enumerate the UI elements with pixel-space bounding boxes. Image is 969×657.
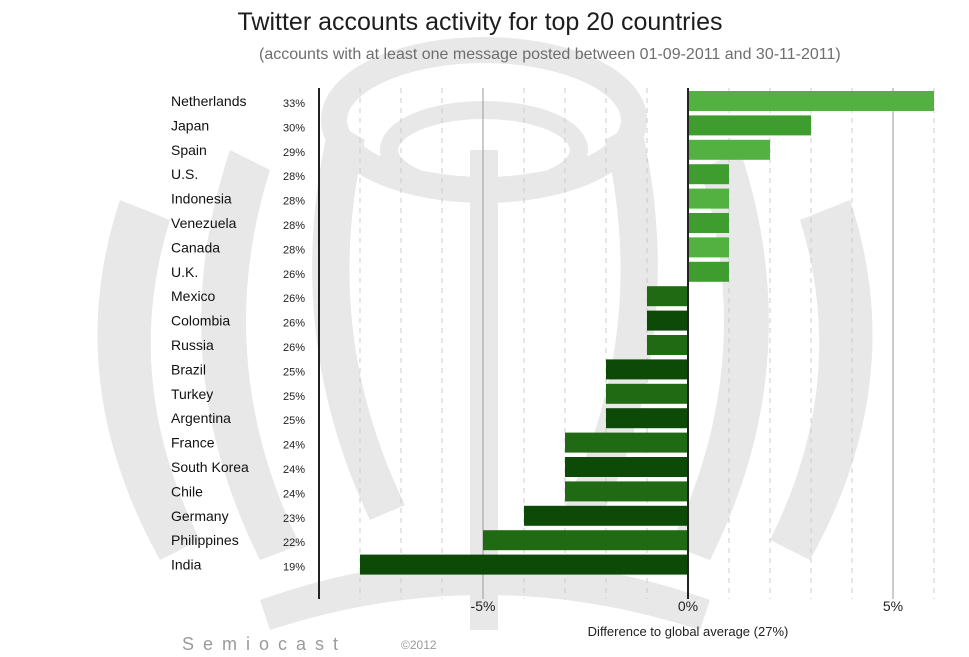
category-label: Indonesia	[171, 191, 232, 207]
bar-u-k-	[688, 261, 729, 282]
value-label: 22%	[283, 537, 305, 549]
value-label: 28%	[283, 244, 305, 256]
value-label: 25%	[283, 415, 305, 427]
bar-south-korea	[565, 457, 688, 477]
bar-india	[360, 554, 688, 575]
category-label: Colombia	[171, 313, 230, 329]
bar-chile	[565, 481, 688, 502]
chart-subtitle: (accounts with at least one message post…	[259, 46, 841, 63]
bar-u-s-	[688, 164, 729, 185]
value-label: 26%	[283, 293, 305, 305]
bar-philippines	[483, 530, 688, 551]
category-label: U.K.	[171, 264, 198, 280]
x-axis-label: Difference to global average (27%)	[588, 624, 789, 639]
bar-mexico	[647, 286, 688, 307]
bar-colombia	[647, 310, 688, 331]
value-label: 25%	[283, 391, 305, 403]
value-label: 24%	[283, 464, 305, 476]
value-label: 28%	[283, 196, 305, 208]
category-label: Turkey	[171, 386, 213, 402]
bar-brazil	[606, 359, 688, 380]
bar-germany	[524, 505, 688, 526]
category-label: U.S.	[171, 166, 198, 182]
bar-argentina	[606, 408, 688, 429]
category-label: Germany	[171, 508, 229, 524]
category-label: India	[171, 557, 202, 573]
value-label: 23%	[283, 513, 305, 525]
bar-venezuela	[688, 213, 729, 233]
value-label: 25%	[283, 366, 305, 378]
category-label: Japan	[171, 117, 209, 133]
brand-logo-text: Semiocast	[182, 634, 348, 654]
bar-russia	[647, 335, 688, 355]
bar-france	[565, 432, 688, 453]
value-label: 33%	[283, 98, 305, 110]
bar-netherlands	[688, 91, 934, 111]
category-label: France	[171, 435, 215, 451]
value-label: 26%	[283, 342, 305, 354]
chart-title: Twitter accounts activity for top 20 cou…	[237, 8, 723, 36]
bar-canada	[688, 237, 729, 258]
x-tick-label: 5%	[883, 598, 903, 614]
x-tick-label: 0%	[678, 598, 698, 614]
bar-spain	[688, 139, 770, 160]
value-label: 24%	[283, 440, 305, 452]
bar-indonesia	[688, 188, 729, 209]
x-tick-label: -5%	[471, 598, 496, 614]
value-label: 19%	[283, 562, 305, 574]
category-label: Canada	[171, 239, 220, 255]
category-label: Brazil	[171, 361, 206, 377]
value-label: 28%	[283, 220, 305, 232]
category-label: South Korea	[171, 459, 249, 475]
category-label: Russia	[171, 337, 214, 353]
category-label: Philippines	[171, 532, 239, 548]
category-label: Mexico	[171, 288, 216, 304]
bar-turkey	[606, 383, 688, 404]
value-label: 24%	[283, 488, 305, 500]
value-label: 26%	[283, 318, 305, 330]
value-label: 28%	[283, 171, 305, 183]
category-label: Venezuela	[171, 215, 237, 231]
category-label: Argentina	[171, 410, 231, 426]
value-label: 30%	[283, 122, 305, 134]
bar-japan	[688, 115, 811, 136]
value-label: 26%	[283, 269, 305, 281]
category-label: Netherlands	[171, 93, 247, 109]
value-label: 29%	[283, 147, 305, 159]
category-label: Spain	[171, 142, 207, 158]
copyright-text: ©2012	[401, 638, 437, 652]
category-label: Chile	[171, 483, 203, 499]
